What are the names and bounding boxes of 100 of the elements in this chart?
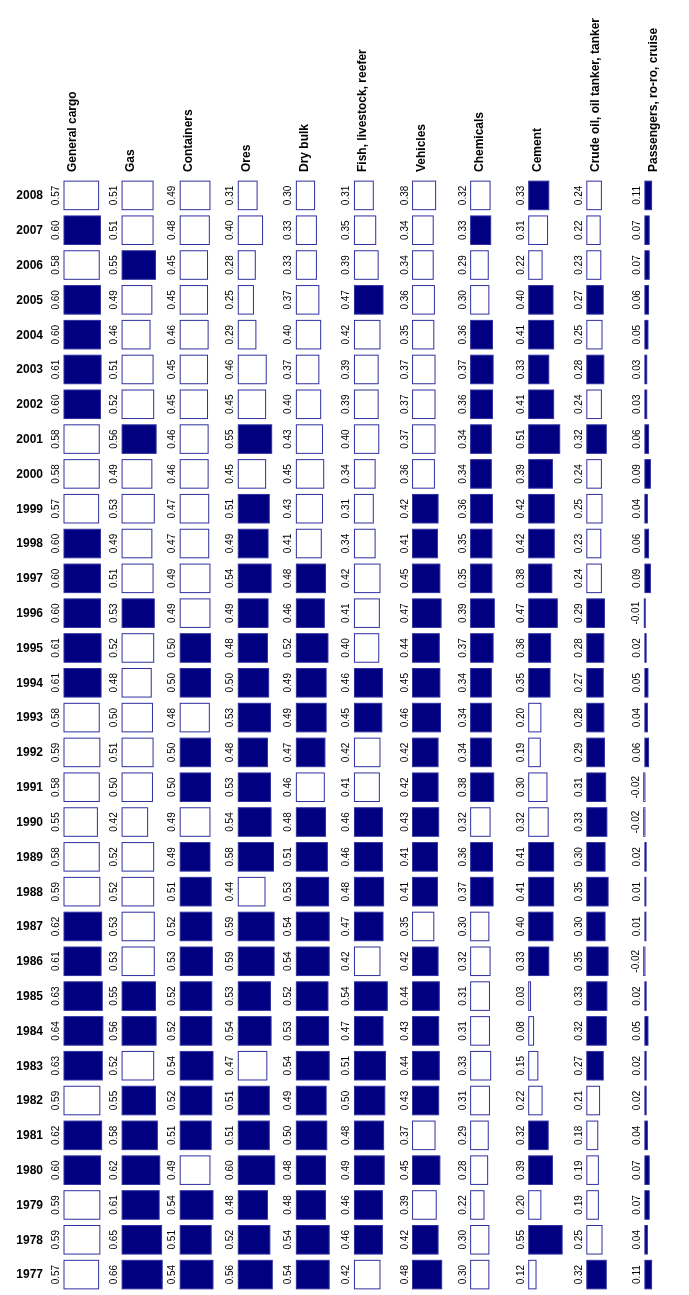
- data-label: 0.28: [572, 637, 584, 658]
- data-label: 0.32: [456, 811, 468, 832]
- data-label: 0.25: [572, 324, 584, 345]
- bar: [586, 1120, 599, 1151]
- bar: [528, 354, 550, 385]
- data-label: 0.34: [340, 533, 352, 554]
- data-label: 0.59: [50, 881, 61, 902]
- chart-title: General cargo: [65, 91, 79, 172]
- y-tick-label: 1979: [16, 1197, 44, 1212]
- bar: [353, 772, 380, 802]
- bar: [353, 528, 376, 559]
- bar: [644, 1259, 653, 1290]
- bar: [121, 633, 155, 663]
- data-label: 0.32: [514, 1125, 526, 1146]
- bar: [586, 528, 602, 559]
- data-label: 0.25: [572, 1229, 584, 1250]
- bar: [528, 459, 553, 489]
- data-label: 0.05: [630, 324, 642, 345]
- bar: [528, 633, 552, 663]
- data-label: 0.08: [514, 1020, 526, 1041]
- data-label: 0.48: [340, 1125, 352, 1146]
- bar: [528, 389, 555, 420]
- data-label: 0.52: [166, 985, 178, 1006]
- bar: [121, 1259, 163, 1290]
- data-label: 0.49: [282, 707, 294, 728]
- data-label: 0.60: [50, 602, 61, 623]
- bar: [295, 424, 323, 454]
- data-label: 0.36: [398, 463, 410, 484]
- bar: [295, 389, 322, 420]
- bar: [237, 250, 256, 280]
- bar: [412, 911, 435, 942]
- data-label: 0.58: [50, 777, 61, 797]
- data-label: 0.59: [50, 1090, 61, 1111]
- data-label: 0.61: [50, 951, 61, 972]
- y-tick-label: 1986: [16, 954, 44, 969]
- data-label: 0.53: [166, 951, 178, 972]
- data-label: 0.58: [50, 254, 61, 275]
- bar: [237, 215, 264, 245]
- bar: [586, 946, 609, 977]
- bar: [295, 598, 325, 628]
- data-label: 0.42: [340, 1264, 352, 1285]
- data-label: 0.46: [340, 672, 352, 693]
- data-label: 0.51: [166, 881, 178, 902]
- bar: [295, 354, 320, 385]
- bar: [586, 250, 602, 280]
- data-label: 0.40: [340, 428, 352, 449]
- chart-title: Cement: [529, 127, 544, 172]
- data-label: 0.46: [166, 463, 178, 484]
- bar: [295, 285, 320, 315]
- data-label: 0.35: [572, 881, 584, 902]
- data-label: 0.22: [572, 220, 584, 240]
- data-label: 0.07: [630, 1159, 642, 1180]
- bar: [353, 180, 374, 211]
- data-label: 0.59: [224, 916, 236, 937]
- data-label: 0.49: [282, 1090, 294, 1111]
- bar: [586, 1155, 599, 1185]
- data-label: 0.33: [514, 359, 526, 380]
- data-label: 0.05: [630, 1020, 642, 1041]
- bar: [412, 1190, 437, 1220]
- bar: [470, 389, 493, 420]
- bar: [644, 1190, 650, 1220]
- data-label: 0.49: [108, 289, 120, 310]
- bar: [412, 1085, 440, 1116]
- bar: [470, 1155, 489, 1185]
- y-tick-label: 2002: [16, 397, 44, 412]
- data-label: 0.35: [398, 916, 410, 937]
- bar: [412, 668, 441, 698]
- bar: [295, 1190, 327, 1220]
- bar: [237, 1155, 276, 1185]
- bar: [470, 668, 492, 698]
- bar: [121, 493, 155, 524]
- data-label: 0.52: [108, 846, 120, 867]
- bar: [237, 981, 271, 1011]
- data-label: 0.33: [456, 220, 468, 240]
- bar: [121, 772, 153, 802]
- bar: [528, 702, 542, 733]
- bar: [295, 1085, 327, 1116]
- bar: [470, 1016, 490, 1046]
- data-label: 0.33: [282, 254, 294, 275]
- data-label: 0.49: [108, 463, 120, 484]
- data-label: 0.53: [108, 916, 120, 937]
- data-label: 0.45: [340, 707, 352, 728]
- bar: [121, 215, 154, 245]
- bar: [586, 1190, 599, 1220]
- data-label: 0.46: [398, 707, 410, 728]
- bar: [121, 354, 154, 385]
- bar: [295, 876, 330, 907]
- data-label: 0.50: [108, 707, 120, 728]
- data-label: 0.37: [456, 637, 468, 658]
- data-label: 0.61: [108, 1194, 120, 1215]
- bar: [121, 1190, 160, 1220]
- data-label: 0.42: [514, 498, 526, 519]
- bar: [237, 737, 268, 768]
- bar: [353, 702, 383, 733]
- data-label: 0.40: [282, 324, 294, 345]
- bar: [295, 493, 323, 524]
- bar: [121, 598, 155, 628]
- data-label: 0.27: [572, 289, 584, 310]
- data-label: 0.43: [282, 428, 294, 449]
- data-label: 0.51: [166, 1125, 178, 1146]
